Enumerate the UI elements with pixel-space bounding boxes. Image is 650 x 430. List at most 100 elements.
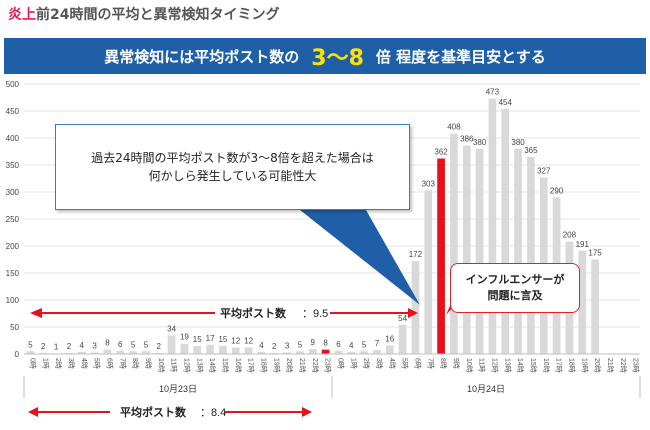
x-tick-label-18: 18時 [259,358,267,373]
bar-23 [321,349,330,354]
data-label-17: 12 [244,337,253,346]
bar-39 [527,156,535,354]
data-label-7: 6 [118,340,123,349]
x-tick-label-37: 13時 [503,358,511,373]
x-tick-label-20: 20時 [285,358,293,373]
x-tick-label-15: 15時 [221,358,229,373]
data-label-1: 2 [41,342,46,351]
bar-22 [308,349,317,354]
bar-32 [437,158,445,354]
y-axis-ticks: 0 50 100 150 200 250 300 350 400 450 500 [6,80,20,359]
x-tick-label-40: 16時 [542,358,550,373]
bar-4 [77,351,86,354]
y-tick-label-9: 450 [6,107,20,116]
x-tick-label-14: 14時 [208,358,216,373]
bar-6 [103,349,112,354]
data-label-22: 9 [311,338,316,347]
callout-line-2: 何かしら発生している可能性大 [148,169,317,183]
x-tick-label-42: 18時 [567,358,575,373]
x-tick-label-10: 10時 [157,358,165,373]
x-tick-label-3: 3時 [67,358,75,369]
x-tick-label-43: 19時 [580,358,588,373]
x-tick-label-4: 4時 [80,358,88,369]
data-label-11: 34 [167,325,176,334]
y-tick-label-5: 250 [6,215,20,224]
callout-pointer [300,210,420,305]
group-label-1: 10月24日 [467,384,505,394]
x-tick-label-44: 20時 [593,358,601,373]
page-title-accent: 炎上 [8,7,36,23]
data-label-6: 8 [105,339,110,348]
data-label-21: 5 [298,340,303,349]
data-label-30: 172 [409,250,423,259]
bar-27 [373,350,381,354]
bar-17 [244,347,253,354]
bar-21 [296,351,304,354]
bar-5 [90,352,99,354]
bar-10 [154,352,163,354]
bar-31 [424,190,433,354]
x-tick-label-41: 17時 [555,358,563,373]
x-tick-label-45: 21時 [606,358,614,373]
x-tick-label-19: 19時 [272,358,280,373]
x-tick-label-27: 3時 [375,358,383,369]
x-tick-label-8: 8時 [131,358,139,369]
data-label-8: 5 [131,340,136,349]
banner-suffix: 倍 程度を基準目安とする [375,47,546,66]
data-label-40: 327 [537,166,551,175]
y-tick-label-10: 500 [6,80,20,89]
data-label-35: 380 [473,138,487,147]
avg-upper-label: 平均ポスト数 [220,306,287,320]
x-tick-label-46: 22時 [619,358,627,373]
data-label-12: 19 [180,333,189,342]
x-tick-label-12: 12時 [182,358,190,373]
bar-0 [26,351,35,354]
callout-line-1: 過去24時間の平均ポスト数が3～8倍を超えた場合は [91,151,374,165]
y-tick-label-3: 150 [6,269,20,278]
bar-35 [475,148,484,354]
red-callout-line-1: インフルエンサーが [465,273,565,286]
bar-3 [65,352,73,354]
bar-33 [450,133,458,354]
y-tick-label-4: 200 [6,242,20,251]
data-label-37: 454 [499,98,513,107]
red-callout-line-2: 問題に言及 [487,289,543,302]
bar-11 [167,335,176,354]
y-tick-label-2: 100 [6,296,20,305]
x-tick-label-9: 9時 [144,358,152,369]
bar-13 [193,345,202,354]
bar-7 [116,350,125,354]
data-label-43: 191 [576,240,590,249]
data-label-41: 290 [550,186,564,195]
data-label-10: 2 [157,342,162,351]
bar-12 [180,343,189,354]
data-label-3: 2 [67,342,72,351]
avg-lower-value: ：8.4 [200,407,226,419]
data-label-44: 175 [588,249,602,258]
x-tick-label-13: 13時 [195,358,203,373]
data-label-0: 5 [28,340,33,349]
data-label-25: 4 [349,341,354,350]
data-label-39: 365 [524,146,538,155]
x-tick-label-34: 10時 [465,358,473,373]
bar-29 [398,324,407,354]
info-callout: 過去24時間の平均ポスト数が3～8倍を超えた場合は 何かしら発生している可能性大 [55,124,410,210]
bar-26 [360,351,368,354]
page-title-rest: 前24時間の平均と異常検知タイミング [36,7,280,23]
bar-36 [488,98,497,354]
bar-34 [462,145,471,354]
y-tick-label-0: 0 [15,350,20,359]
bar-30 [411,261,420,354]
bar-18 [257,351,266,354]
data-label-2: 1 [54,342,59,351]
data-label-13: 15 [193,335,202,344]
bar-28 [385,345,394,354]
x-axis-ticks: 0時 1時 2時 3時 4時 5時 6時 7時 8時 9時 10時 11時 12時 13時 14時 15時 16… [23,353,641,398]
banner-prefix: 異常検知には平均ポスト数の [104,47,300,66]
bar-25 [347,351,356,354]
x-tick-label-6: 6時 [105,358,113,369]
bar-43 [578,250,587,354]
x-tick-label-30: 6時 [413,358,421,369]
data-label-20: 3 [285,341,290,350]
bar-37 [501,108,510,354]
